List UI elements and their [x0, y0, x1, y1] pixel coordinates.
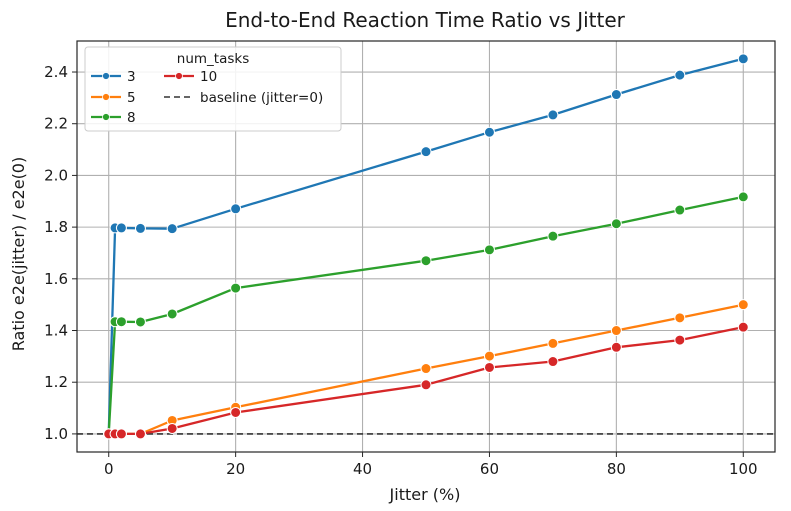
series-point-8 — [166, 308, 178, 320]
series-point-5 — [737, 299, 749, 311]
series-point-3 — [737, 53, 749, 65]
series-point-8 — [547, 230, 559, 242]
series-point-5 — [674, 312, 686, 324]
x-tick-label: 100 — [729, 460, 758, 478]
series-point-10 — [134, 428, 146, 440]
grid-lines — [77, 41, 775, 452]
plot-frame — [76, 40, 776, 453]
series-point-3 — [230, 203, 242, 215]
x-tick-label: 0 — [104, 460, 114, 478]
y-axis-label: Ratio e2e(jitter) / e2e(0) — [9, 157, 28, 351]
legend-marker-10 — [175, 72, 183, 80]
series-point-8 — [230, 282, 242, 294]
legend: num_tasks 3 5 8 10 baseline (jitter=0) — [84, 46, 342, 132]
series-point-3 — [674, 69, 686, 81]
series-point-8 — [737, 191, 749, 203]
series-point-3 — [134, 222, 146, 234]
series-layer — [103, 53, 749, 440]
series-point-3 — [610, 89, 622, 101]
legend-box — [84, 46, 342, 132]
series-point-5 — [483, 350, 495, 362]
legend-marker-8 — [102, 113, 110, 121]
series-point-3 — [547, 109, 559, 121]
series-point-10 — [115, 428, 127, 440]
y-tick-label: 1.0 — [44, 425, 68, 443]
legend-marker-5 — [102, 93, 110, 101]
series-point-3 — [420, 146, 432, 158]
x-tick-label: 60 — [480, 460, 499, 478]
x-tick-label: 40 — [353, 460, 372, 478]
series-point-8 — [674, 204, 686, 216]
series-point-8 — [610, 218, 622, 230]
x-tick-label: 80 — [607, 460, 626, 478]
series-point-8 — [420, 255, 432, 267]
y-tick-label: 1.8 — [44, 218, 68, 236]
series-point-8 — [483, 244, 495, 256]
series-point-10 — [547, 356, 559, 368]
legend-marker-3 — [102, 72, 110, 80]
y-tick-label: 2.4 — [44, 63, 68, 81]
legend-label-10: 10 — [200, 69, 217, 85]
series-point-10 — [230, 406, 242, 418]
y-tick-label: 2.2 — [44, 115, 68, 133]
series-point-10 — [674, 334, 686, 346]
series-point-5 — [610, 325, 622, 337]
series-point-5 — [420, 363, 432, 375]
legend-title: num_tasks — [177, 51, 249, 67]
legend-label-3: 3 — [127, 69, 136, 85]
legend-label-8: 8 — [127, 110, 136, 126]
series-point-10 — [737, 321, 749, 333]
chart-title: End-to-End Reaction Time Ratio vs Jitter — [225, 8, 626, 32]
series-point-3 — [115, 222, 127, 234]
series-point-5 — [547, 337, 559, 349]
series-point-10 — [610, 341, 622, 353]
series-point-3 — [483, 126, 495, 138]
y-tick-label: 1.6 — [44, 270, 68, 288]
x-axis-label: Jitter (%) — [389, 485, 461, 504]
legend-label-5: 5 — [127, 90, 136, 106]
y-tick-label: 1.4 — [44, 322, 68, 340]
series-point-8 — [134, 316, 146, 328]
axis-ticks: 0 20 40 60 80 100 1.0 1.2 1.4 1.6 1.8 2.0 2.2 2.4 — [44, 63, 757, 478]
x-tick-label: 20 — [226, 460, 245, 478]
series-point-10 — [483, 361, 495, 373]
series-point-3 — [166, 223, 178, 235]
y-tick-label: 2.0 — [44, 166, 68, 184]
y-tick-label: 1.2 — [44, 373, 68, 391]
series-point-10 — [166, 422, 178, 434]
legend-label-baseline: baseline (jitter=0) — [200, 90, 323, 106]
series-point-8 — [115, 316, 127, 328]
series-point-10 — [420, 379, 432, 391]
